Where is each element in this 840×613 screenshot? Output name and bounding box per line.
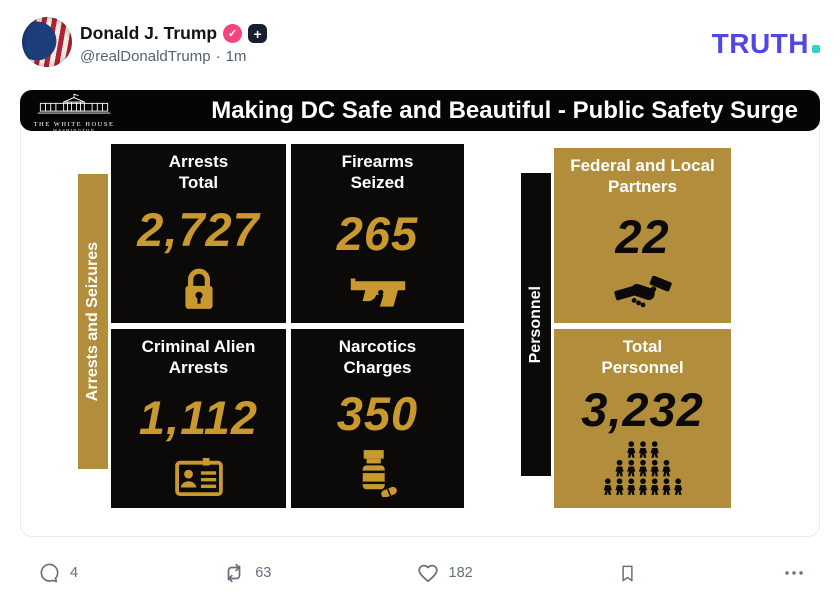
lock-icon — [178, 266, 220, 312]
author-handle[interactable]: @realDonaldTrump — [80, 48, 211, 65]
handshake-icon — [613, 275, 672, 312]
stat-card-total-personnel: Total Personnel 3,232 — [554, 329, 731, 508]
reply-button[interactable]: 4 — [38, 562, 78, 585]
pistol-icon — [349, 274, 407, 312]
stat-value: 265 — [336, 207, 419, 261]
stat-card-arrests-total: Arrests Total 2,727 — [111, 144, 286, 323]
bookmark-icon — [622, 565, 633, 581]
truth-logo-dot — [812, 45, 820, 53]
verified-badge-icon: ✓ — [223, 24, 243, 43]
white-house-label: THE WHITE HOUSE — [33, 121, 115, 128]
retruth-icon — [227, 563, 241, 583]
stat-value: 1,112 — [138, 391, 259, 445]
infographic-title-bar: THE WHITE HOUSE WASHINGTON Making DC Saf… — [20, 90, 820, 133]
handle-row: @realDonaldTrump · 1m — [80, 48, 246, 65]
reply-count: 4 — [70, 565, 79, 581]
truth-social-logo: TRUTH — [712, 28, 820, 60]
white-house-building-icon — [37, 93, 111, 114]
retruth-button[interactable]: 63 — [222, 561, 271, 585]
author-name[interactable]: Donald J. Trump — [80, 23, 218, 43]
stat-title: Criminal Alien Arrests — [141, 337, 256, 378]
separator-dot: · — [215, 48, 221, 65]
reply-icon — [40, 563, 59, 582]
post-media-infographic[interactable]: THE WHITE HOUSE WASHINGTON Making DC Saf… — [20, 90, 820, 537]
stat-title: Total Personnel — [601, 337, 684, 378]
heart-icon — [417, 564, 438, 583]
stat-value: 350 — [336, 387, 419, 441]
washington-label: WASHINGTON — [53, 128, 95, 133]
section-label-personnel: Personnel — [521, 173, 551, 476]
stat-card-federal-local-partners: Federal and Local Partners 22 — [554, 148, 731, 323]
stat-title: Narcotics Charges — [338, 337, 417, 378]
infographic-title: Making DC Safe and Beautiful - Public Sa… — [211, 96, 798, 124]
like-count: 182 — [448, 565, 473, 581]
stat-title: Federal and Local Partners — [570, 156, 715, 197]
more-options-button[interactable] — [782, 561, 806, 585]
stat-value: 3,232 — [581, 383, 704, 437]
like-button[interactable]: 182 — [416, 561, 473, 585]
post-timestamp: 1m — [225, 48, 247, 65]
subscriber-plus-badge-icon: + — [248, 24, 268, 43]
stat-title: Arrests Total — [168, 152, 229, 193]
people-icon — [600, 441, 686, 497]
bookmark-button[interactable] — [617, 562, 638, 585]
section-label-arrests-and-seizures: Arrests and Seizures — [78, 174, 108, 469]
ellipsis-icon — [785, 571, 803, 575]
avatar[interactable] — [22, 17, 72, 67]
stat-card-narcotics-charges: Narcotics Charges 350 — [291, 329, 464, 508]
id-card-icon — [174, 457, 224, 497]
stat-value: 22 — [615, 210, 670, 264]
pill-bottle-icon — [357, 449, 399, 498]
stat-card-firearms-seized: Firearms Seized 265 — [291, 144, 464, 323]
white-house-logo: THE WHITE HOUSE WASHINGTON — [30, 93, 118, 133]
stat-card-criminal-alien-arrests: Criminal Alien Arrests 1,112 — [111, 329, 286, 508]
stat-value: 2,727 — [137, 203, 260, 257]
stat-title: Firearms Seized — [341, 152, 414, 193]
retruth-count: 63 — [255, 565, 272, 581]
post-action-bar: 4 63 182 — [0, 552, 840, 594]
author-row: Donald J. Trump ✓ + — [80, 23, 268, 44]
truth-wordmark: TRUTH — [711, 28, 809, 59]
